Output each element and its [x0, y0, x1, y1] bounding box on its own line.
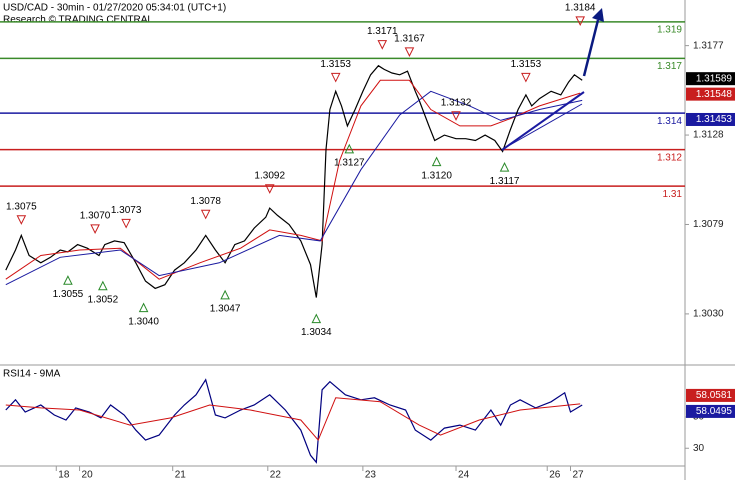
trough-marker — [311, 313, 322, 324]
x-tick-label: 20 — [82, 470, 94, 480]
x-tick-label: 21 — [175, 470, 187, 480]
peak-label: 1.3132 — [441, 97, 472, 108]
arrow-head — [592, 8, 604, 22]
peak-label: 1.3153 — [320, 59, 351, 70]
trough-marker — [138, 302, 149, 313]
trough-marker — [431, 156, 442, 167]
peak-marker — [521, 72, 531, 83]
trough-label: 1.3120 — [421, 170, 452, 181]
trough-label: 1.3034 — [301, 327, 332, 338]
price-tag — [686, 72, 735, 86]
peak-marker — [451, 111, 461, 121]
x-tick-label: 23 — [365, 470, 377, 480]
peak-marker — [377, 40, 388, 50]
peak-marker — [200, 209, 211, 220]
x-tick-label: 27 — [573, 470, 585, 480]
peak-marker — [90, 224, 100, 235]
trend-line — [509, 103, 583, 146]
trough-marker — [344, 143, 355, 154]
trough-marker — [220, 289, 230, 300]
price-tag — [686, 404, 735, 418]
trough-label: 1.3117 — [490, 176, 520, 187]
x-tick-label: 26 — [549, 470, 561, 480]
price-tag-label: 1.31589 — [696, 73, 733, 84]
y-tick-label: 30 — [693, 443, 705, 454]
peak-marker — [16, 215, 27, 225]
source-note: Research © TRADING CENTRAL — [3, 15, 153, 26]
price-tag-label: 1.31453 — [696, 114, 733, 125]
forecast-arrow — [582, 19, 600, 77]
peak-marker — [264, 184, 275, 194]
y-tick-label: 1.3128 — [693, 130, 724, 141]
level-label: 1.314 — [657, 116, 682, 127]
trend-line — [501, 91, 585, 151]
peak-marker — [330, 72, 341, 83]
x-tick-label: 22 — [270, 470, 282, 480]
level-label: 1.317 — [657, 61, 682, 72]
peak-label: 1.3075 — [6, 201, 37, 212]
level-label: 1.319 — [657, 25, 682, 36]
peak-label: 1.3078 — [190, 196, 221, 207]
peak-label: 1.3092 — [254, 170, 285, 181]
price-tag-label: 1.31548 — [696, 89, 733, 100]
chart-title: USD/CAD - 30min - 01/27/2020 05:34:01 (U… — [3, 3, 226, 14]
price-tag — [686, 112, 735, 126]
series-line — [5, 397, 581, 442]
peak-label: 1.3073 — [111, 205, 142, 216]
peak-label: 1.3070 — [80, 211, 111, 222]
price-tag — [686, 388, 735, 402]
y-tick-label: 1.3030 — [693, 309, 724, 320]
trough-marker — [98, 280, 108, 291]
price-tag-label: 58.0581 — [696, 390, 733, 401]
trough-label: 1.3055 — [53, 289, 84, 300]
price-tag-label: 58.0495 — [696, 406, 733, 417]
peak-label: 1.3171 — [367, 26, 398, 37]
trough-label: 1.3040 — [128, 316, 159, 327]
level-label: 1.312 — [657, 152, 682, 163]
series-line — [5, 64, 583, 298]
series-line — [5, 79, 581, 280]
y-tick-label: 1.3177 — [693, 40, 724, 51]
trough-marker — [499, 162, 510, 172]
peak-label: 1.3153 — [511, 59, 542, 70]
panel-title: RSI14 - 9MA — [3, 369, 61, 380]
trough-label: 1.3052 — [88, 294, 119, 305]
x-tick-label: 18 — [58, 470, 70, 480]
price-tag — [686, 87, 735, 101]
peak-marker — [575, 16, 586, 26]
peak-marker — [121, 218, 131, 229]
series-line — [5, 378, 583, 464]
level-label: 1.31 — [663, 189, 683, 200]
trough-label: 1.3047 — [210, 304, 241, 315]
trough-marker — [63, 275, 73, 285]
peak-label: 1.3167 — [394, 34, 425, 45]
x-tick-label: 24 — [458, 470, 470, 480]
peak-label: 1.3184 — [565, 2, 596, 13]
trough-label: 1.3127 — [334, 158, 365, 169]
series-line — [5, 90, 583, 286]
peak-marker — [404, 47, 415, 57]
y-tick-label: 1.3079 — [693, 219, 724, 230]
